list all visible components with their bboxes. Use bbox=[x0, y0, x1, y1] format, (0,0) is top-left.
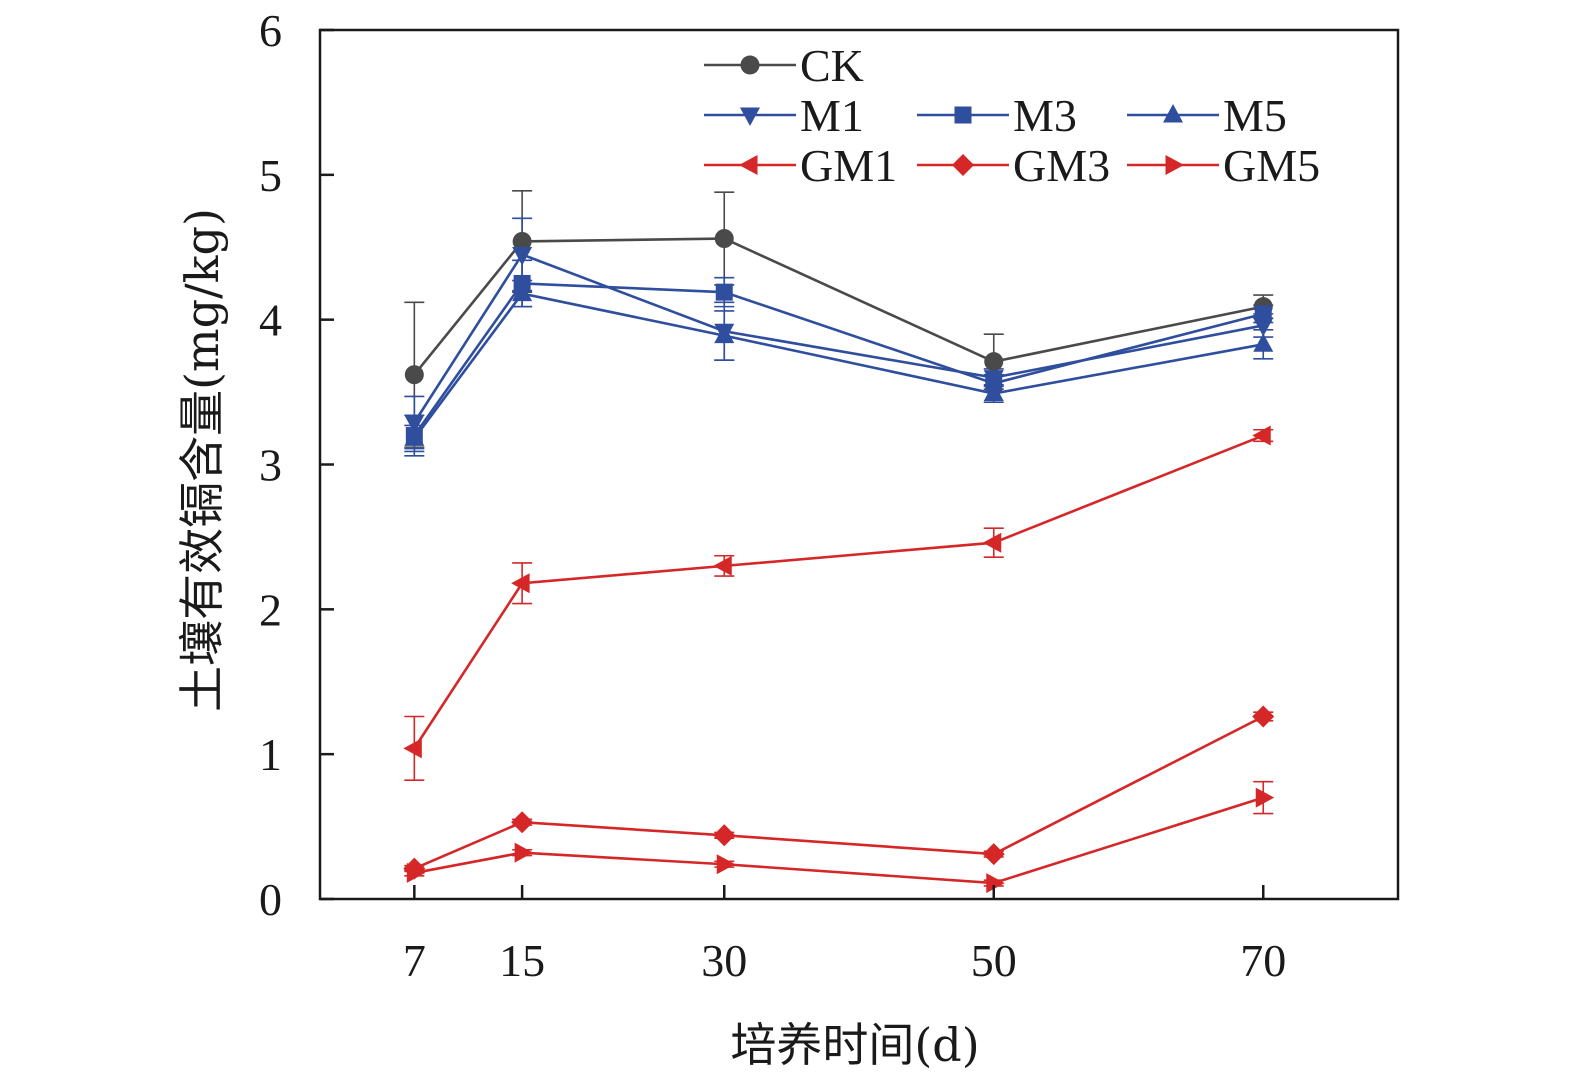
data-point-m1 bbox=[1253, 317, 1274, 337]
data-point-m3 bbox=[715, 283, 733, 301]
y-tick-label: 4 bbox=[259, 295, 282, 346]
legend-item-m5: M5 bbox=[1127, 90, 1287, 141]
data-point-gm1 bbox=[403, 738, 422, 759]
legend-label-gm1: GM1 bbox=[800, 140, 897, 191]
legend-label-gm3: GM3 bbox=[1013, 140, 1110, 191]
series-markers bbox=[403, 229, 1275, 894]
data-point-gm1 bbox=[1252, 425, 1271, 446]
series-line-gm5 bbox=[414, 796, 1264, 885]
data-point-gm5 bbox=[716, 854, 736, 875]
y-tick-label: 6 bbox=[259, 5, 282, 56]
legend-marker-m1 bbox=[740, 107, 760, 126]
data-point-m1 bbox=[404, 414, 425, 434]
y-tick-label: 3 bbox=[259, 440, 282, 491]
legend-item-gm1: GM1 bbox=[704, 140, 897, 191]
y-tick-label: 0 bbox=[259, 874, 282, 925]
data-point-ck bbox=[404, 365, 424, 385]
data-point-m5 bbox=[1253, 333, 1274, 352]
x-tick-label: 70 bbox=[1240, 935, 1286, 986]
legend-item-m3: M3 bbox=[917, 90, 1077, 141]
data-point-ck bbox=[984, 352, 1004, 372]
data-point-gm5 bbox=[1255, 787, 1275, 808]
y-tick-label: 2 bbox=[259, 584, 282, 635]
legend-item-gm3: GM3 bbox=[917, 140, 1110, 191]
legend-label-m1: M1 bbox=[800, 90, 864, 141]
data-point-gm1 bbox=[713, 555, 732, 576]
y-axis-title: 土壤有效镉含量(mg/kg) bbox=[175, 208, 229, 712]
data-point-gm1 bbox=[511, 573, 530, 594]
legend-marker-ck bbox=[740, 55, 760, 75]
series-line-gm3 bbox=[413, 715, 1264, 870]
x-axis-title: 培养时间(d) bbox=[730, 1018, 979, 1072]
data-point-gm3 bbox=[511, 811, 534, 834]
x-tick-label: 7 bbox=[403, 935, 426, 986]
data-point-gm1 bbox=[982, 532, 1002, 553]
series-line-m1 bbox=[413, 252, 1264, 424]
data-point-gm5 bbox=[406, 862, 426, 883]
y-tick-label: 5 bbox=[259, 150, 282, 201]
legend-item-ck: CK bbox=[704, 40, 864, 91]
legend-label-gm5: GM5 bbox=[1223, 140, 1320, 191]
legend-marker-m3 bbox=[954, 106, 972, 124]
y-axis-ticks: 0 1 2 3 4 5 6 bbox=[259, 5, 334, 925]
legend-item-gm5: GM5 bbox=[1127, 140, 1320, 191]
data-point-m3 bbox=[1254, 305, 1272, 323]
data-point-ck bbox=[512, 231, 532, 251]
legend-marker-gm1 bbox=[739, 155, 758, 175]
data-point-gm3 bbox=[982, 843, 1005, 866]
data-point-m5 bbox=[983, 382, 1004, 402]
legend-marker-m5 bbox=[1163, 104, 1183, 123]
legend-label-ck: CK bbox=[800, 40, 864, 91]
legend-marker-gm3 bbox=[952, 154, 974, 176]
legend-marker-gm5 bbox=[1165, 155, 1184, 175]
x-tick-label: 30 bbox=[701, 935, 747, 986]
series-line-gm1 bbox=[413, 434, 1264, 750]
x-axis-ticks: 7 15 30 50 70 bbox=[403, 885, 1286, 986]
series-line-m5 bbox=[413, 292, 1264, 440]
x-tick-label: 50 bbox=[971, 935, 1017, 986]
data-point-gm5 bbox=[514, 842, 534, 863]
data-point-m5 bbox=[512, 282, 533, 302]
y-tick-label: 1 bbox=[259, 729, 282, 780]
x-tick-label: 15 bbox=[499, 935, 545, 986]
legend-item-m1: M1 bbox=[704, 90, 864, 141]
legend-label-m5: M5 bbox=[1223, 90, 1287, 141]
data-point-gm5 bbox=[986, 873, 1005, 894]
data-point-gm3 bbox=[713, 824, 736, 847]
series-line-ck bbox=[413, 237, 1264, 376]
data-point-m5 bbox=[404, 427, 425, 446]
data-point-m1 bbox=[512, 246, 533, 266]
data-point-ck bbox=[714, 229, 734, 249]
data-point-m5 bbox=[714, 324, 735, 344]
series-lines bbox=[413, 237, 1264, 885]
data-point-gm3 bbox=[1252, 705, 1275, 728]
legend-label-m3: M3 bbox=[1013, 90, 1077, 141]
